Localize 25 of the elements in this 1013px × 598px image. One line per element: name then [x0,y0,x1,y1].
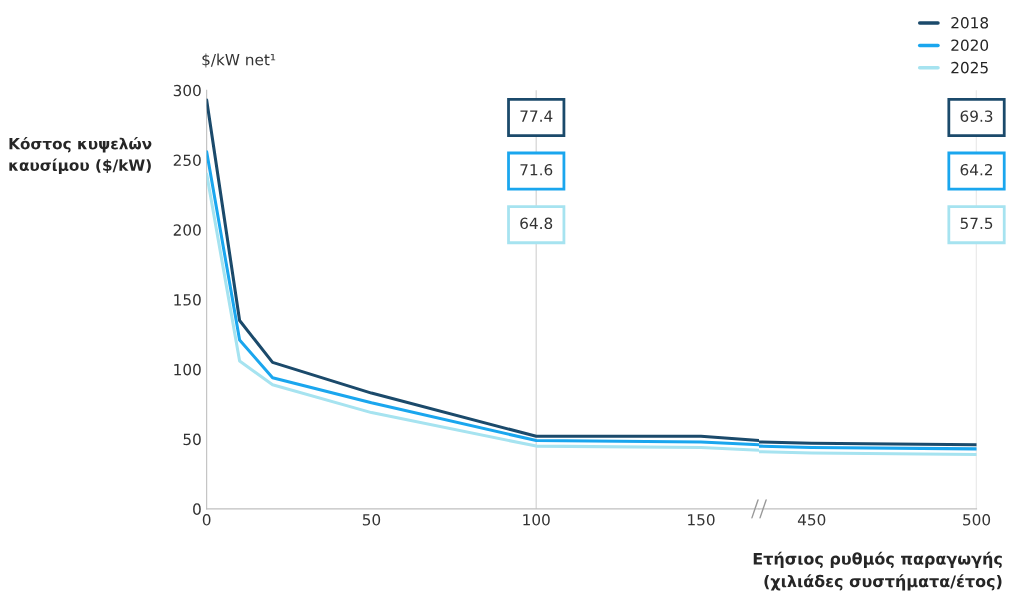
y-tick-label: 50 [183,433,201,446]
x-tick-label: 500 [963,514,991,526]
y-tick-label: 250 [173,154,201,167]
y-tick-label: 200 [173,224,201,236]
legend-label: 2018 [951,17,989,29]
y-tick-label: 300 [173,84,201,97]
annotation: 77.4 [520,110,553,122]
annotation: 57.5 [960,217,993,230]
y-axis-title: $/kW net¹ [202,53,276,68]
text: Κόστος κυψελών καυσίμου ($/kW) [9,137,152,174]
y-tick-label: 100 [174,363,201,376]
x-tick-label: 50 [362,514,381,526]
x-tick-label: 150 [688,514,715,526]
annotation: 69.3 [960,110,993,122]
annotation: 64.8 [520,217,553,230]
legend-label: 2025 [951,61,988,74]
x-axis-title: Ετήσιος ρυθμός παραγωγής (χιλιάδες συστήματα/έτος) [753,551,1002,591]
annotation: 71.6 [520,163,553,176]
y-tick-label: 150 [174,294,201,306]
x-tick-label: 0 [202,514,211,526]
legend-label: 2020 [951,39,989,51]
x-tick-label: 450 [797,514,826,526]
annotation: 64.2 [960,163,993,176]
x-tick-label: 100 [523,514,550,526]
y-tick-label: 0 [193,503,201,515]
